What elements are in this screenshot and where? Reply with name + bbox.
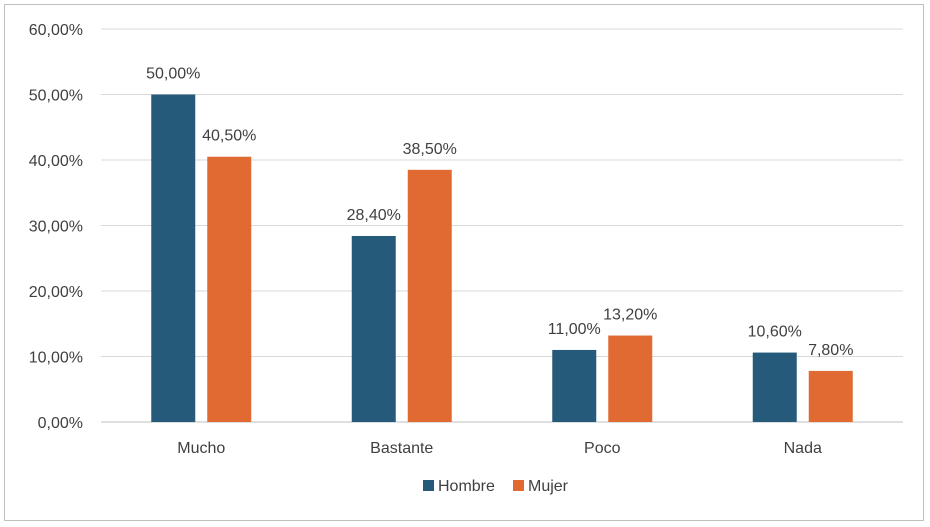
bar-mujer-poco [608, 335, 653, 422]
category-label: Poco [584, 440, 621, 457]
y-tick-label: 0,00% [38, 415, 83, 432]
y-tick-label: 10,00% [29, 350, 83, 367]
legend: Hombre Mujer [423, 478, 569, 495]
category-label: Nada [784, 440, 822, 457]
data-label: 10,60% [748, 324, 802, 341]
bar-hombre-mucho [151, 94, 196, 422]
category-label: Bastante [370, 440, 433, 457]
bar-hombre-poco [552, 349, 597, 422]
bar-mujer-nada [808, 370, 853, 422]
y-tick-label: 50,00% [29, 88, 83, 105]
data-label: 28,40% [347, 207, 401, 224]
data-label: 7,80% [808, 342, 853, 359]
data-label: 38,50% [403, 141, 457, 158]
y-axis-ticks: 0,00% 10,00% 20,00% 30,00% 40,00% 50,00% 60,00… [29, 22, 83, 432]
bar-mujer-mucho [207, 156, 252, 422]
bar-hombre-nada [752, 352, 797, 422]
bar-chart: 0,00% 10,00% 20,00% 30,00% 40,00% 50,00% 60,00… [29, 22, 903, 495]
data-label: 13,20% [603, 307, 657, 324]
data-label: 50,00% [146, 66, 200, 83]
legend-label-mujer: Mujer [528, 478, 569, 495]
bar-hombre-bastante [351, 235, 396, 422]
y-tick-label: 30,00% [29, 219, 83, 236]
bars [151, 94, 853, 422]
x-axis-categories: Mucho Bastante Poco Nada [177, 440, 822, 457]
category-label: Mucho [177, 440, 225, 457]
y-tick-label: 40,00% [29, 153, 83, 170]
y-tick-label: 20,00% [29, 284, 83, 301]
data-label: 40,50% [202, 128, 256, 145]
chart-frame: 0,00% 10,00% 20,00% 30,00% 40,00% 50,00% 60,00… [4, 4, 924, 521]
legend-swatch-mujer [513, 480, 524, 491]
legend-label-hombre: Hombre [438, 478, 495, 495]
y-tick-label: 60,00% [29, 22, 83, 39]
data-label: 11,00% [548, 321, 601, 338]
legend-swatch-hombre [423, 480, 434, 491]
data-labels: 50,00% 40,50% 28,40% 38,50% 11,00%13,20% 10,6… [146, 66, 853, 359]
bar-mujer-bastante [407, 169, 452, 422]
